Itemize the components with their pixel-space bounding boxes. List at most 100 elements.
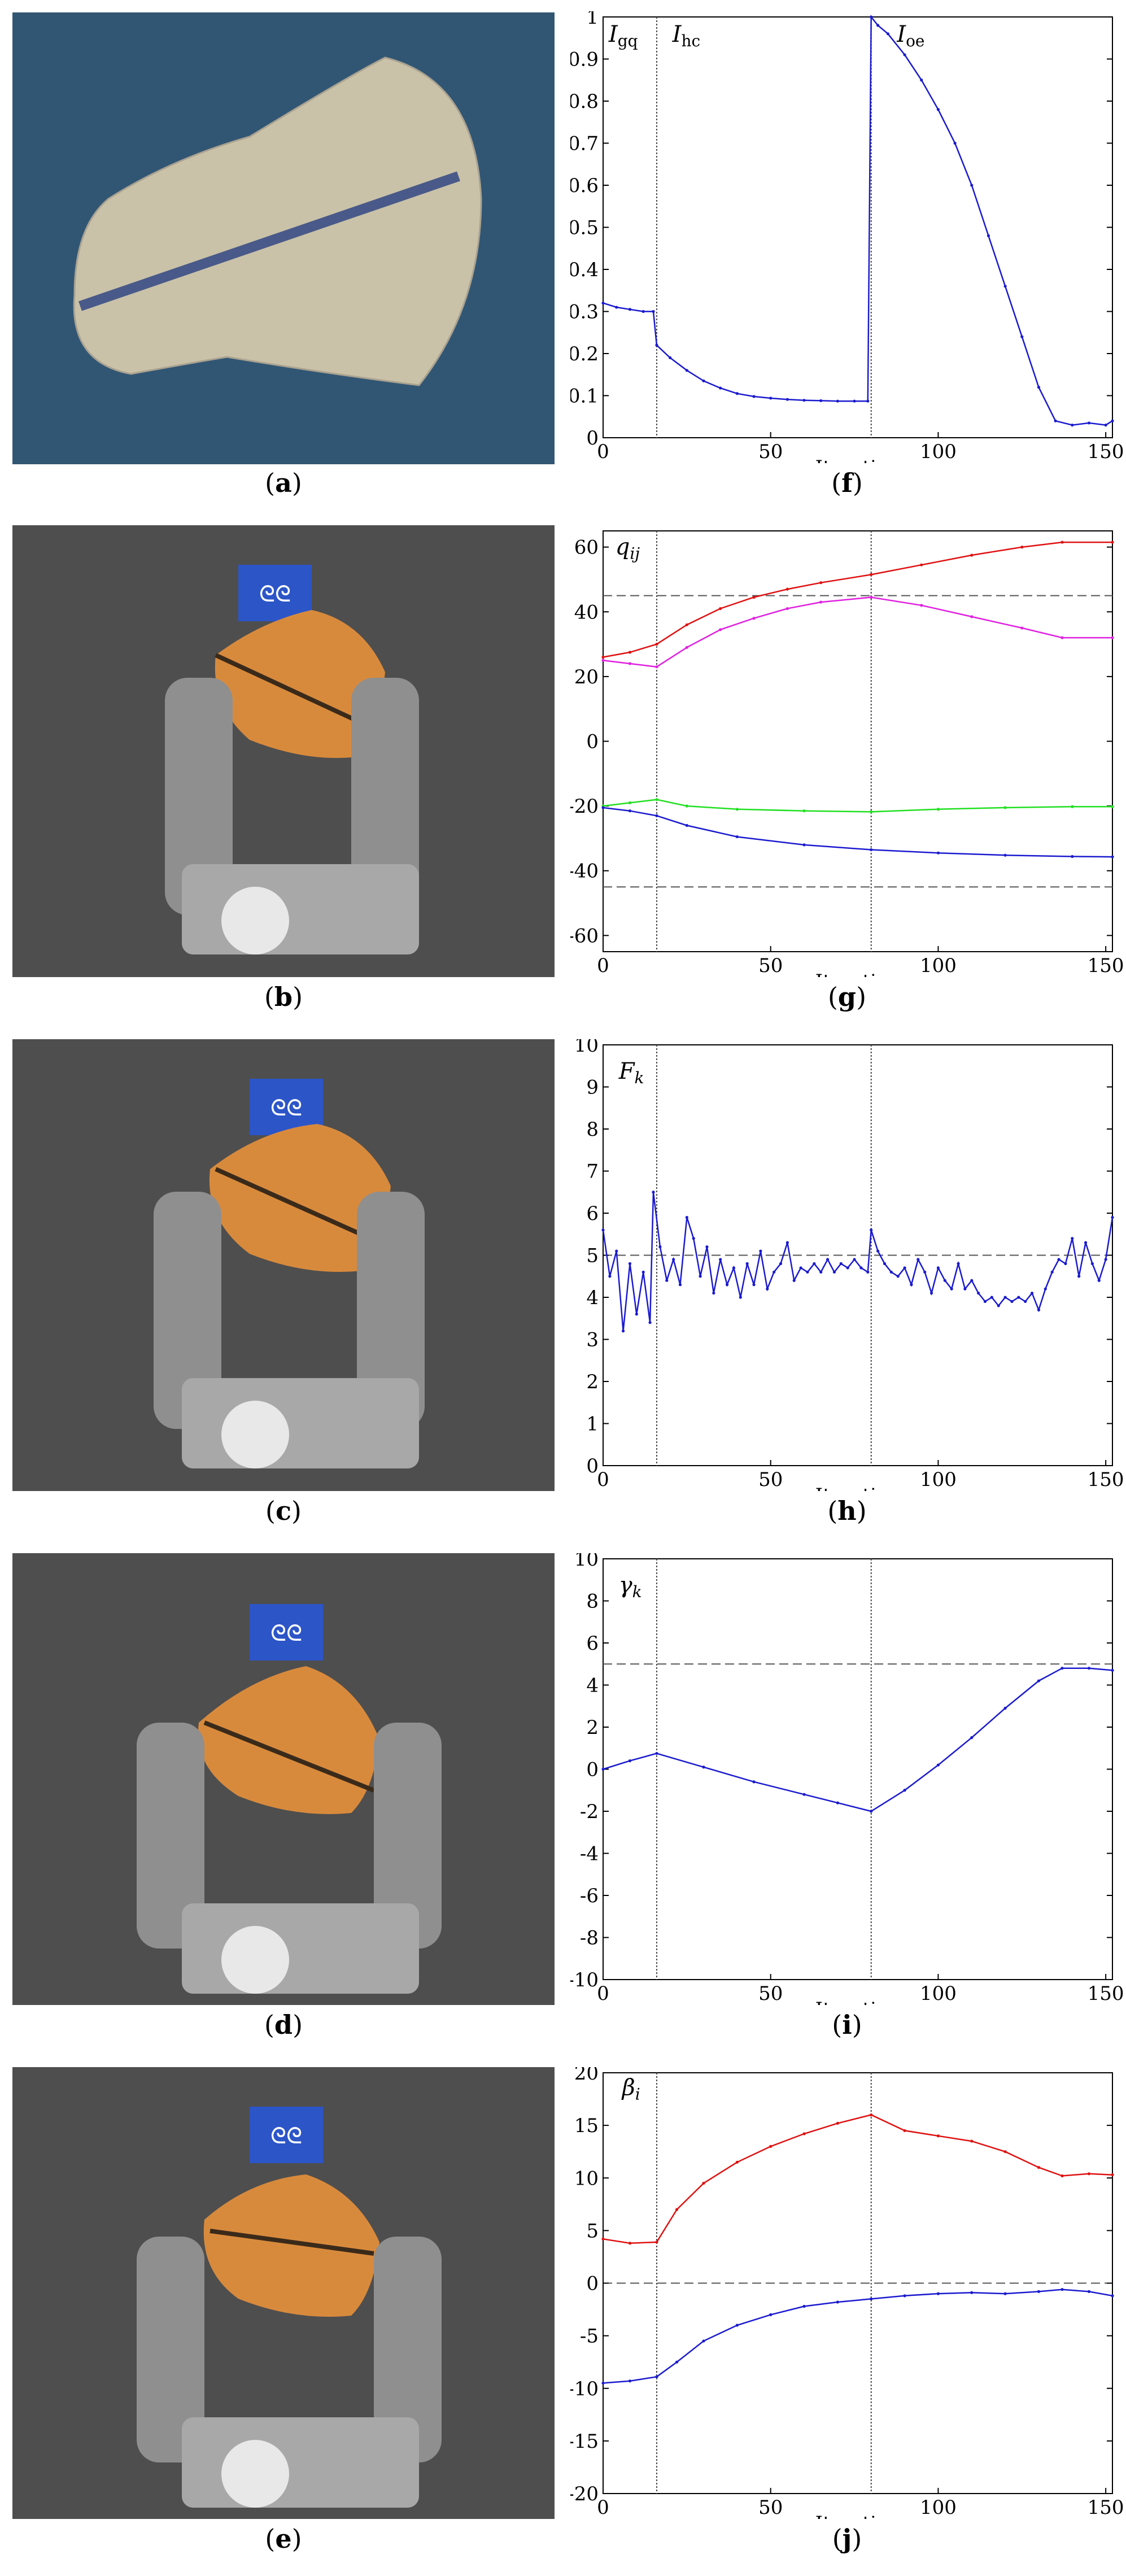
data-point (836, 399, 839, 403)
data-point (970, 1736, 974, 1740)
data-point (1003, 1706, 1007, 1710)
data-point (836, 2121, 839, 2125)
y-tick-label: 0.9 (570, 49, 599, 71)
y-tick-label: 0.2 (570, 343, 599, 365)
y-tick-label: 0.7 (570, 133, 599, 155)
data-point (1087, 2172, 1091, 2176)
y-tick-label: 0.4 (570, 259, 599, 281)
data-point (997, 1304, 1000, 1307)
y-tick-label: 0.1 (570, 385, 599, 408)
plot-frame (603, 530, 1113, 952)
data-point (896, 1275, 900, 1278)
x-tick-label: 50 (758, 954, 783, 977)
data-point (853, 399, 856, 403)
data-point (773, 1270, 776, 1274)
y-tick-label: -10 (570, 1969, 599, 1991)
y-tick-label: 40 (574, 601, 599, 624)
data-point (1054, 419, 1057, 422)
data-point (870, 15, 873, 19)
x-tick-label: 150 (1088, 2496, 1124, 2519)
data-point (1024, 1300, 1027, 1304)
data-point (870, 573, 873, 576)
series-line-blue (602, 1192, 1114, 1331)
caption-g: (g) (827, 982, 867, 1012)
data-point (916, 1258, 920, 1261)
data-point (802, 809, 806, 813)
data-point (712, 1291, 715, 1295)
y-tick-label: 20 (574, 2067, 599, 2085)
data-point (1037, 1679, 1041, 1683)
x-tick-label: 150 (1088, 1982, 1124, 2005)
series-line-blue (603, 15, 1113, 426)
svg-text:ᘓᘓ: ᘓᘓ (270, 2123, 302, 2149)
data-point (769, 2145, 773, 2148)
x-tick-label: 50 (758, 2496, 783, 2519)
data-point (1084, 1241, 1088, 1244)
data-point (675, 2208, 679, 2211)
data-point (1111, 855, 1114, 858)
data-point (759, 1249, 762, 1253)
data-point (929, 1291, 933, 1295)
data-point (819, 600, 823, 604)
data-point (870, 2113, 873, 2117)
data-point (655, 814, 658, 817)
data-point (655, 665, 658, 669)
data-point (936, 1763, 940, 1767)
data-point (903, 1266, 906, 1270)
data-point (652, 310, 655, 313)
x-tick-label: 0 (597, 1468, 609, 1491)
y-tick-label: 0 (586, 1759, 599, 1781)
x-tick-label: 0 (597, 441, 609, 463)
data-point (802, 1793, 806, 1796)
data-point (1050, 1270, 1054, 1274)
x-axis-label: Iteration (815, 2512, 901, 2519)
data-point (1003, 806, 1007, 809)
data-point (832, 1270, 836, 1274)
series-line-green (603, 799, 1112, 813)
annotation-label: Ihc (672, 21, 701, 50)
data-point (769, 396, 773, 400)
data-point (883, 1262, 887, 1265)
blue-stroke (78, 171, 460, 311)
photo-b: ᘓᘓ (12, 525, 555, 977)
data-point (889, 1270, 893, 1274)
data-point (785, 587, 789, 591)
data-point (1087, 1667, 1091, 1670)
data-point (1003, 285, 1007, 288)
x-tick-label: 100 (920, 1982, 957, 2005)
data-point (936, 851, 940, 855)
data-point (870, 595, 873, 599)
data-point (1077, 1275, 1081, 1278)
data-point (1111, 1215, 1114, 1219)
data-point (655, 1751, 658, 1755)
svg-text:ᘓᘓ: ᘓᘓ (259, 581, 291, 607)
data-point (1104, 424, 1107, 427)
data-point (970, 553, 974, 557)
data-point (920, 563, 923, 566)
data-point (970, 2291, 974, 2294)
y-tick-label: 10 (574, 1039, 599, 1057)
data-point (658, 1245, 662, 1249)
photo-e: ᘓᘓ (12, 2067, 555, 2519)
data-point (990, 1296, 993, 1299)
y-tick-label: 4 (586, 1675, 599, 1697)
data-point (719, 1258, 722, 1261)
data-point (870, 848, 873, 852)
data-point (1111, 2173, 1114, 2177)
data-point (752, 395, 756, 398)
data-point (859, 1266, 863, 1270)
x-axis-label: Iteration (815, 970, 901, 977)
data-point (648, 1321, 652, 1324)
y-tick-label: 0 (586, 427, 599, 450)
x-tick-label: 0 (597, 954, 609, 977)
data-point (1060, 1667, 1064, 1670)
x-axis-label: Iteration (815, 1998, 901, 2005)
data-point (652, 1191, 655, 1194)
data-point (1020, 546, 1024, 549)
data-point (1030, 1291, 1034, 1295)
y-tick-label: 3 (586, 1329, 599, 1352)
data-point (785, 1241, 789, 1244)
data-point (1104, 1258, 1107, 1261)
data-point (1090, 1262, 1094, 1265)
data-point (702, 379, 705, 383)
